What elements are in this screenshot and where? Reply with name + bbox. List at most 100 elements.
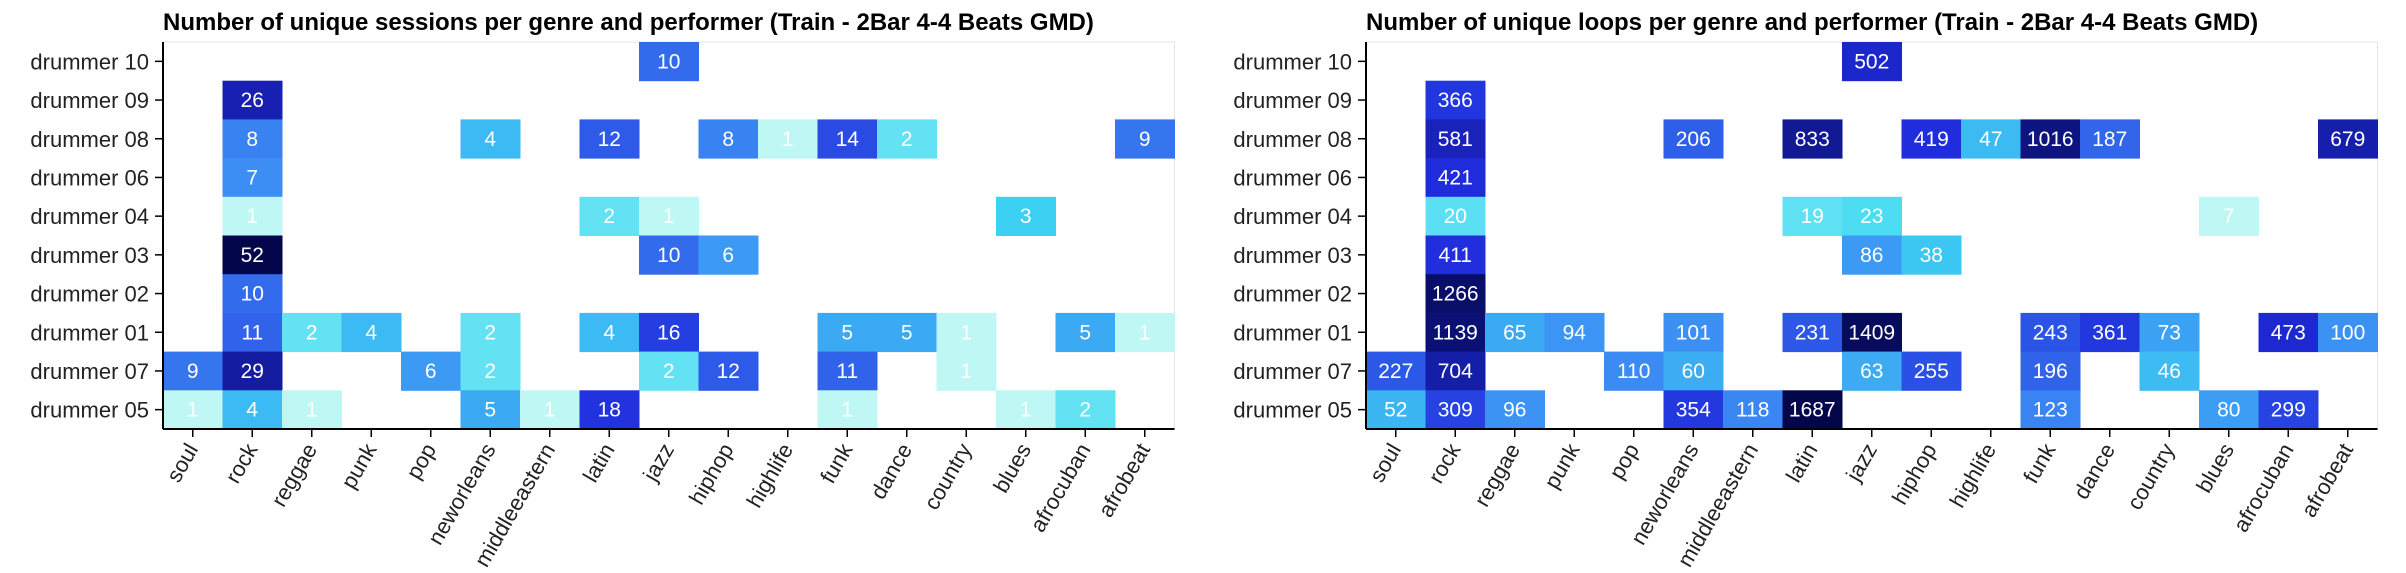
cell-value-label: 206 xyxy=(1676,128,1711,151)
heatmap-cell xyxy=(1485,390,1545,430)
cell-value-label: 1 xyxy=(841,399,853,422)
cell-value-label: 73 xyxy=(2158,321,2181,344)
cell-value-label: 2 xyxy=(663,360,675,383)
x-tick-label: blues xyxy=(2191,439,2239,497)
heatmap-cell xyxy=(460,351,521,391)
cell-value-label: 23 xyxy=(1860,205,1883,228)
heatmap-cell xyxy=(2258,390,2319,430)
x-tick-label: dance xyxy=(2068,439,2120,503)
x-tick-label: country xyxy=(919,439,977,514)
heatmap-cell xyxy=(1901,119,1962,159)
heatmap-cell xyxy=(222,119,283,159)
y-tick-label: drummer 07 xyxy=(1233,359,1352,384)
heatmap-cell xyxy=(1901,235,1962,275)
heatmap-cell xyxy=(1425,312,1486,353)
heatmap-cell xyxy=(817,390,878,430)
x-tick-label: jazz xyxy=(1840,439,1882,486)
heatmap-cell xyxy=(1425,80,1486,120)
x-tick-label: soul xyxy=(161,439,203,486)
heatmap-cell xyxy=(2020,312,2081,353)
cell-value-label: 2 xyxy=(1079,399,1091,422)
cell-value-label: 2 xyxy=(603,205,615,228)
heatmap-cell xyxy=(817,119,878,159)
cell-value-label: 4 xyxy=(484,128,496,151)
y-tick-label: drummer 09 xyxy=(30,88,149,113)
heatmap-cell xyxy=(2318,312,2378,353)
x-tick-label: funk xyxy=(2018,438,2061,487)
heatmap-cell xyxy=(1663,390,1724,430)
cell-value-label: 96 xyxy=(1503,399,1526,422)
heatmap-cell xyxy=(1961,119,2021,159)
heatmap-cell xyxy=(1782,119,1843,159)
cell-value-label: 1 xyxy=(663,205,675,228)
cell-value-label: 502 xyxy=(1854,50,1889,73)
cell-value-label: 4 xyxy=(246,399,258,422)
cell-value-label: 60 xyxy=(1682,360,1705,383)
y-tick-label: drummer 10 xyxy=(1233,49,1352,74)
heatmap-cell xyxy=(401,351,461,391)
x-tick-label: afrocuban xyxy=(1025,439,1096,536)
y-tick-label: drummer 06 xyxy=(30,165,149,190)
heatmap-cell xyxy=(698,119,759,159)
cell-value-label: 833 xyxy=(1795,128,1830,151)
heatmap-cell xyxy=(936,351,997,391)
cell-value-label: 227 xyxy=(1378,360,1413,383)
heatmap-cell xyxy=(639,235,699,275)
heatmap-cell xyxy=(579,312,640,353)
cell-value-label: 4 xyxy=(603,321,615,344)
loops-heatmap: Number of unique loops per genre and per… xyxy=(1233,9,2378,571)
heatmap-cell xyxy=(2080,119,2140,159)
heatmap-cell xyxy=(579,390,640,430)
heatmap-cell xyxy=(1842,196,1902,236)
chart-title: Number of unique sessions per genre and … xyxy=(163,9,1094,36)
cell-value-label: 10 xyxy=(657,244,680,267)
cell-value-label: 1 xyxy=(960,321,972,344)
heatmap-cell xyxy=(1366,390,1426,430)
y-tick-label: drummer 08 xyxy=(1233,127,1352,152)
cell-value-label: 12 xyxy=(598,128,621,151)
cell-value-label: 1 xyxy=(306,399,318,422)
heatmap-cell xyxy=(1425,390,1486,430)
y-tick-label: drummer 07 xyxy=(30,359,149,384)
heatmap-cell xyxy=(2020,119,2081,159)
cell-value-label: 354 xyxy=(1676,399,1711,422)
cell-value-label: 411 xyxy=(1439,244,1472,267)
heatmap-cell xyxy=(1723,390,1783,430)
heatmap-cell xyxy=(341,312,402,353)
heatmap-cell xyxy=(222,390,283,430)
heatmap-cell xyxy=(1485,312,1545,353)
cell-value-label: 419 xyxy=(1914,128,1949,151)
heatmap-cell xyxy=(1901,351,1962,391)
heatmap-cell xyxy=(579,196,640,236)
heatmap-cell xyxy=(639,196,699,236)
cell-value-label: 10 xyxy=(657,50,680,73)
heatmap-cell xyxy=(579,119,640,159)
chart-title: Number of unique loops per genre and per… xyxy=(1366,9,2258,36)
cell-value-label: 5 xyxy=(901,321,913,344)
heatmap-cell xyxy=(1663,351,1724,391)
cell-value-label: 309 xyxy=(1438,399,1473,422)
x-tick-label: hiphop xyxy=(1887,439,1942,509)
heatmap-cell xyxy=(1055,390,1116,430)
cell-value-label: 5 xyxy=(1079,321,1091,344)
cell-value-label: 255 xyxy=(1914,360,1949,383)
y-tick-label: drummer 02 xyxy=(30,282,149,307)
cell-value-label: 1139 xyxy=(1433,321,1478,344)
y-tick-label: drummer 08 xyxy=(30,127,149,152)
sessions-heatmap: Number of unique sessions per genre and … xyxy=(30,9,1175,571)
cell-value-label: 29 xyxy=(241,360,264,383)
x-tick-label: rock xyxy=(220,438,263,487)
heatmap-cell xyxy=(877,312,937,353)
cell-value-label: 704 xyxy=(1438,360,1473,383)
cell-value-label: 1016 xyxy=(2027,128,2074,151)
cell-value-label: 361 xyxy=(2092,321,2127,344)
heatmap-cell xyxy=(1842,235,1902,275)
heatmap-cell xyxy=(1115,119,1175,159)
x-tick-label: reggae xyxy=(1469,439,1525,511)
cell-value-label: 65 xyxy=(1503,321,1526,344)
cell-value-label: 52 xyxy=(241,244,264,267)
cell-value-label: 366 xyxy=(1438,89,1473,112)
cell-value-label: 1266 xyxy=(1432,283,1479,306)
heatmap-cell xyxy=(1663,312,1724,353)
cell-value-label: 63 xyxy=(1860,360,1883,383)
